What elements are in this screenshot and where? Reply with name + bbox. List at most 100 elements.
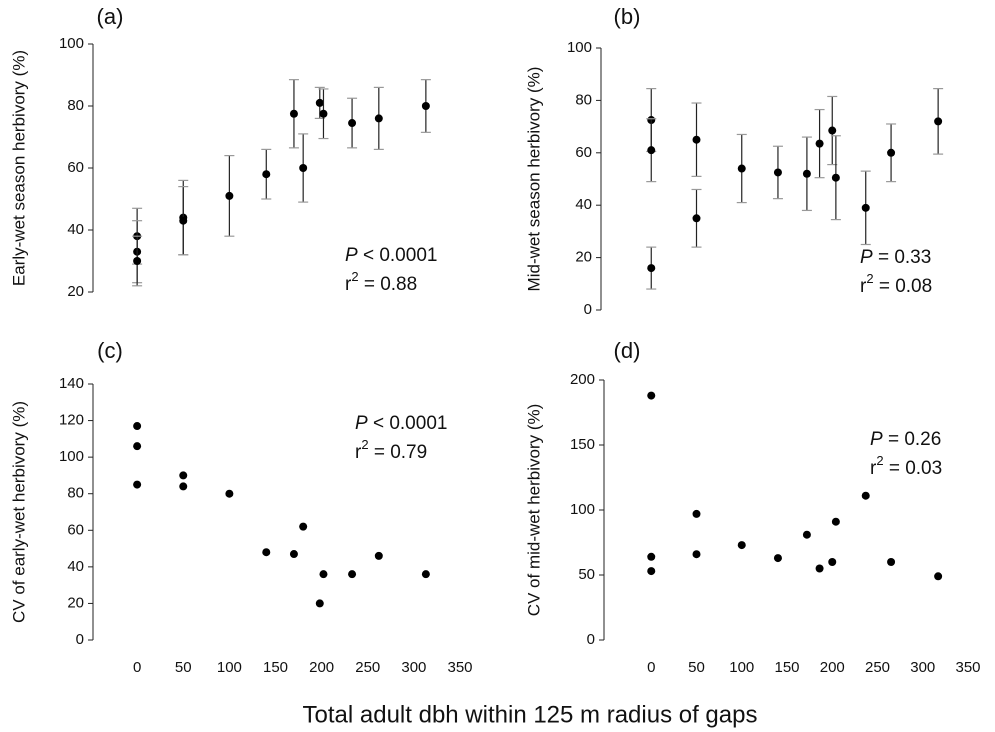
point <box>421 570 430 579</box>
point <box>225 191 234 200</box>
y-tick-label: 0 <box>76 631 84 648</box>
y-tick-label: 0 <box>587 631 595 648</box>
point <box>179 216 188 225</box>
annotation: P = 0.26 <box>870 429 941 450</box>
point <box>802 169 811 178</box>
x-tick-label: 350 <box>955 659 980 676</box>
x-tick-label: 250 <box>865 659 890 676</box>
y-tick-label: 100 <box>567 39 592 56</box>
point <box>647 567 656 576</box>
point <box>934 117 943 126</box>
annotation-part: = 0.08 <box>874 276 933 297</box>
point <box>737 541 746 550</box>
point <box>348 570 357 579</box>
y-tick-label: 100 <box>59 35 84 52</box>
annotation: P < 0.0001 <box>345 245 437 266</box>
point <box>299 164 308 172</box>
point <box>692 550 701 559</box>
point <box>374 114 383 123</box>
annotation-part: 2 <box>876 453 883 468</box>
x-tick-label: 250 <box>355 659 380 676</box>
annotation-part: P <box>345 245 358 266</box>
panel-label: (c) <box>97 338 123 363</box>
x-tick-label: 350 <box>447 659 472 676</box>
annotation-part: r <box>355 442 362 463</box>
point <box>828 558 837 566</box>
point <box>179 471 188 480</box>
y-tick-label: 60 <box>67 159 84 176</box>
annotation-part: = 0.88 <box>359 274 418 295</box>
x-tick-label: 200 <box>309 659 334 676</box>
y-tick-label: 60 <box>575 144 592 161</box>
point <box>887 148 896 157</box>
point <box>374 551 383 560</box>
annotation: P < 0.0001 <box>355 413 447 434</box>
y-tick-label: 40 <box>67 221 84 238</box>
panel-label: (d) <box>614 338 641 363</box>
point <box>319 109 328 118</box>
annotation-part: < 0.0001 <box>358 245 438 266</box>
point <box>319 570 328 579</box>
point <box>831 173 840 182</box>
annotation: r2 = 0.08 <box>860 271 932 297</box>
y-tick-label: 80 <box>575 91 592 108</box>
y-tick-label: 60 <box>67 521 84 538</box>
annotation-part: < 0.0001 <box>368 413 448 434</box>
y-axis-label: Mid-wet season herbivory (%) <box>524 67 543 292</box>
point <box>289 550 298 559</box>
annotation-part: = 0.26 <box>883 429 942 450</box>
annotation: r2 = 0.03 <box>870 453 942 479</box>
y-tick-label: 50 <box>578 566 595 583</box>
y-tick-label: 200 <box>570 371 595 388</box>
point <box>421 102 430 110</box>
annotation-part: = 0.33 <box>873 247 932 268</box>
point <box>647 552 656 561</box>
point <box>773 168 782 177</box>
annotation: r2 = 0.88 <box>345 269 417 295</box>
y-axis-label: CV of early-wet herbivory (%) <box>9 401 28 623</box>
x-tick-label: 200 <box>820 659 845 676</box>
point <box>802 530 811 539</box>
annotation-part: r <box>860 276 867 297</box>
x-tick-label: 300 <box>401 659 426 676</box>
y-tick-label: 20 <box>67 283 84 300</box>
x-tick-label: 300 <box>910 659 935 676</box>
point <box>861 203 870 212</box>
point <box>815 139 824 148</box>
point <box>934 572 943 581</box>
point <box>262 548 271 557</box>
x-tick-label: 100 <box>217 659 242 676</box>
panel-label: (a) <box>97 4 124 29</box>
y-tick-label: 100 <box>59 448 84 465</box>
point <box>815 564 824 573</box>
annotation: r2 = 0.79 <box>355 437 427 463</box>
point <box>299 522 308 531</box>
y-tick-label: 100 <box>570 501 595 518</box>
point <box>737 164 746 173</box>
point <box>133 257 142 265</box>
point <box>315 98 324 107</box>
x-tick-label: 50 <box>175 659 192 676</box>
point <box>289 109 298 118</box>
point <box>831 517 840 526</box>
x-tick-label: 150 <box>263 659 288 676</box>
y-tick-label: 20 <box>575 249 592 266</box>
annotation-part: 2 <box>866 271 873 286</box>
point <box>262 170 271 179</box>
annotation: P = 0.33 <box>860 247 931 268</box>
point <box>133 442 142 451</box>
annotation-part: = 0.79 <box>369 442 428 463</box>
point <box>133 480 142 489</box>
point <box>225 489 234 498</box>
point <box>315 599 324 608</box>
x-tick-label: 150 <box>774 659 799 676</box>
y-tick-label: 20 <box>67 594 84 611</box>
y-tick-label: 40 <box>575 196 592 213</box>
y-tick-label: 80 <box>67 485 84 502</box>
y-tick-label: 140 <box>59 375 84 392</box>
point <box>828 126 837 135</box>
point <box>179 482 188 491</box>
annotation-part: r <box>870 458 877 479</box>
y-tick-label: 0 <box>584 301 592 318</box>
